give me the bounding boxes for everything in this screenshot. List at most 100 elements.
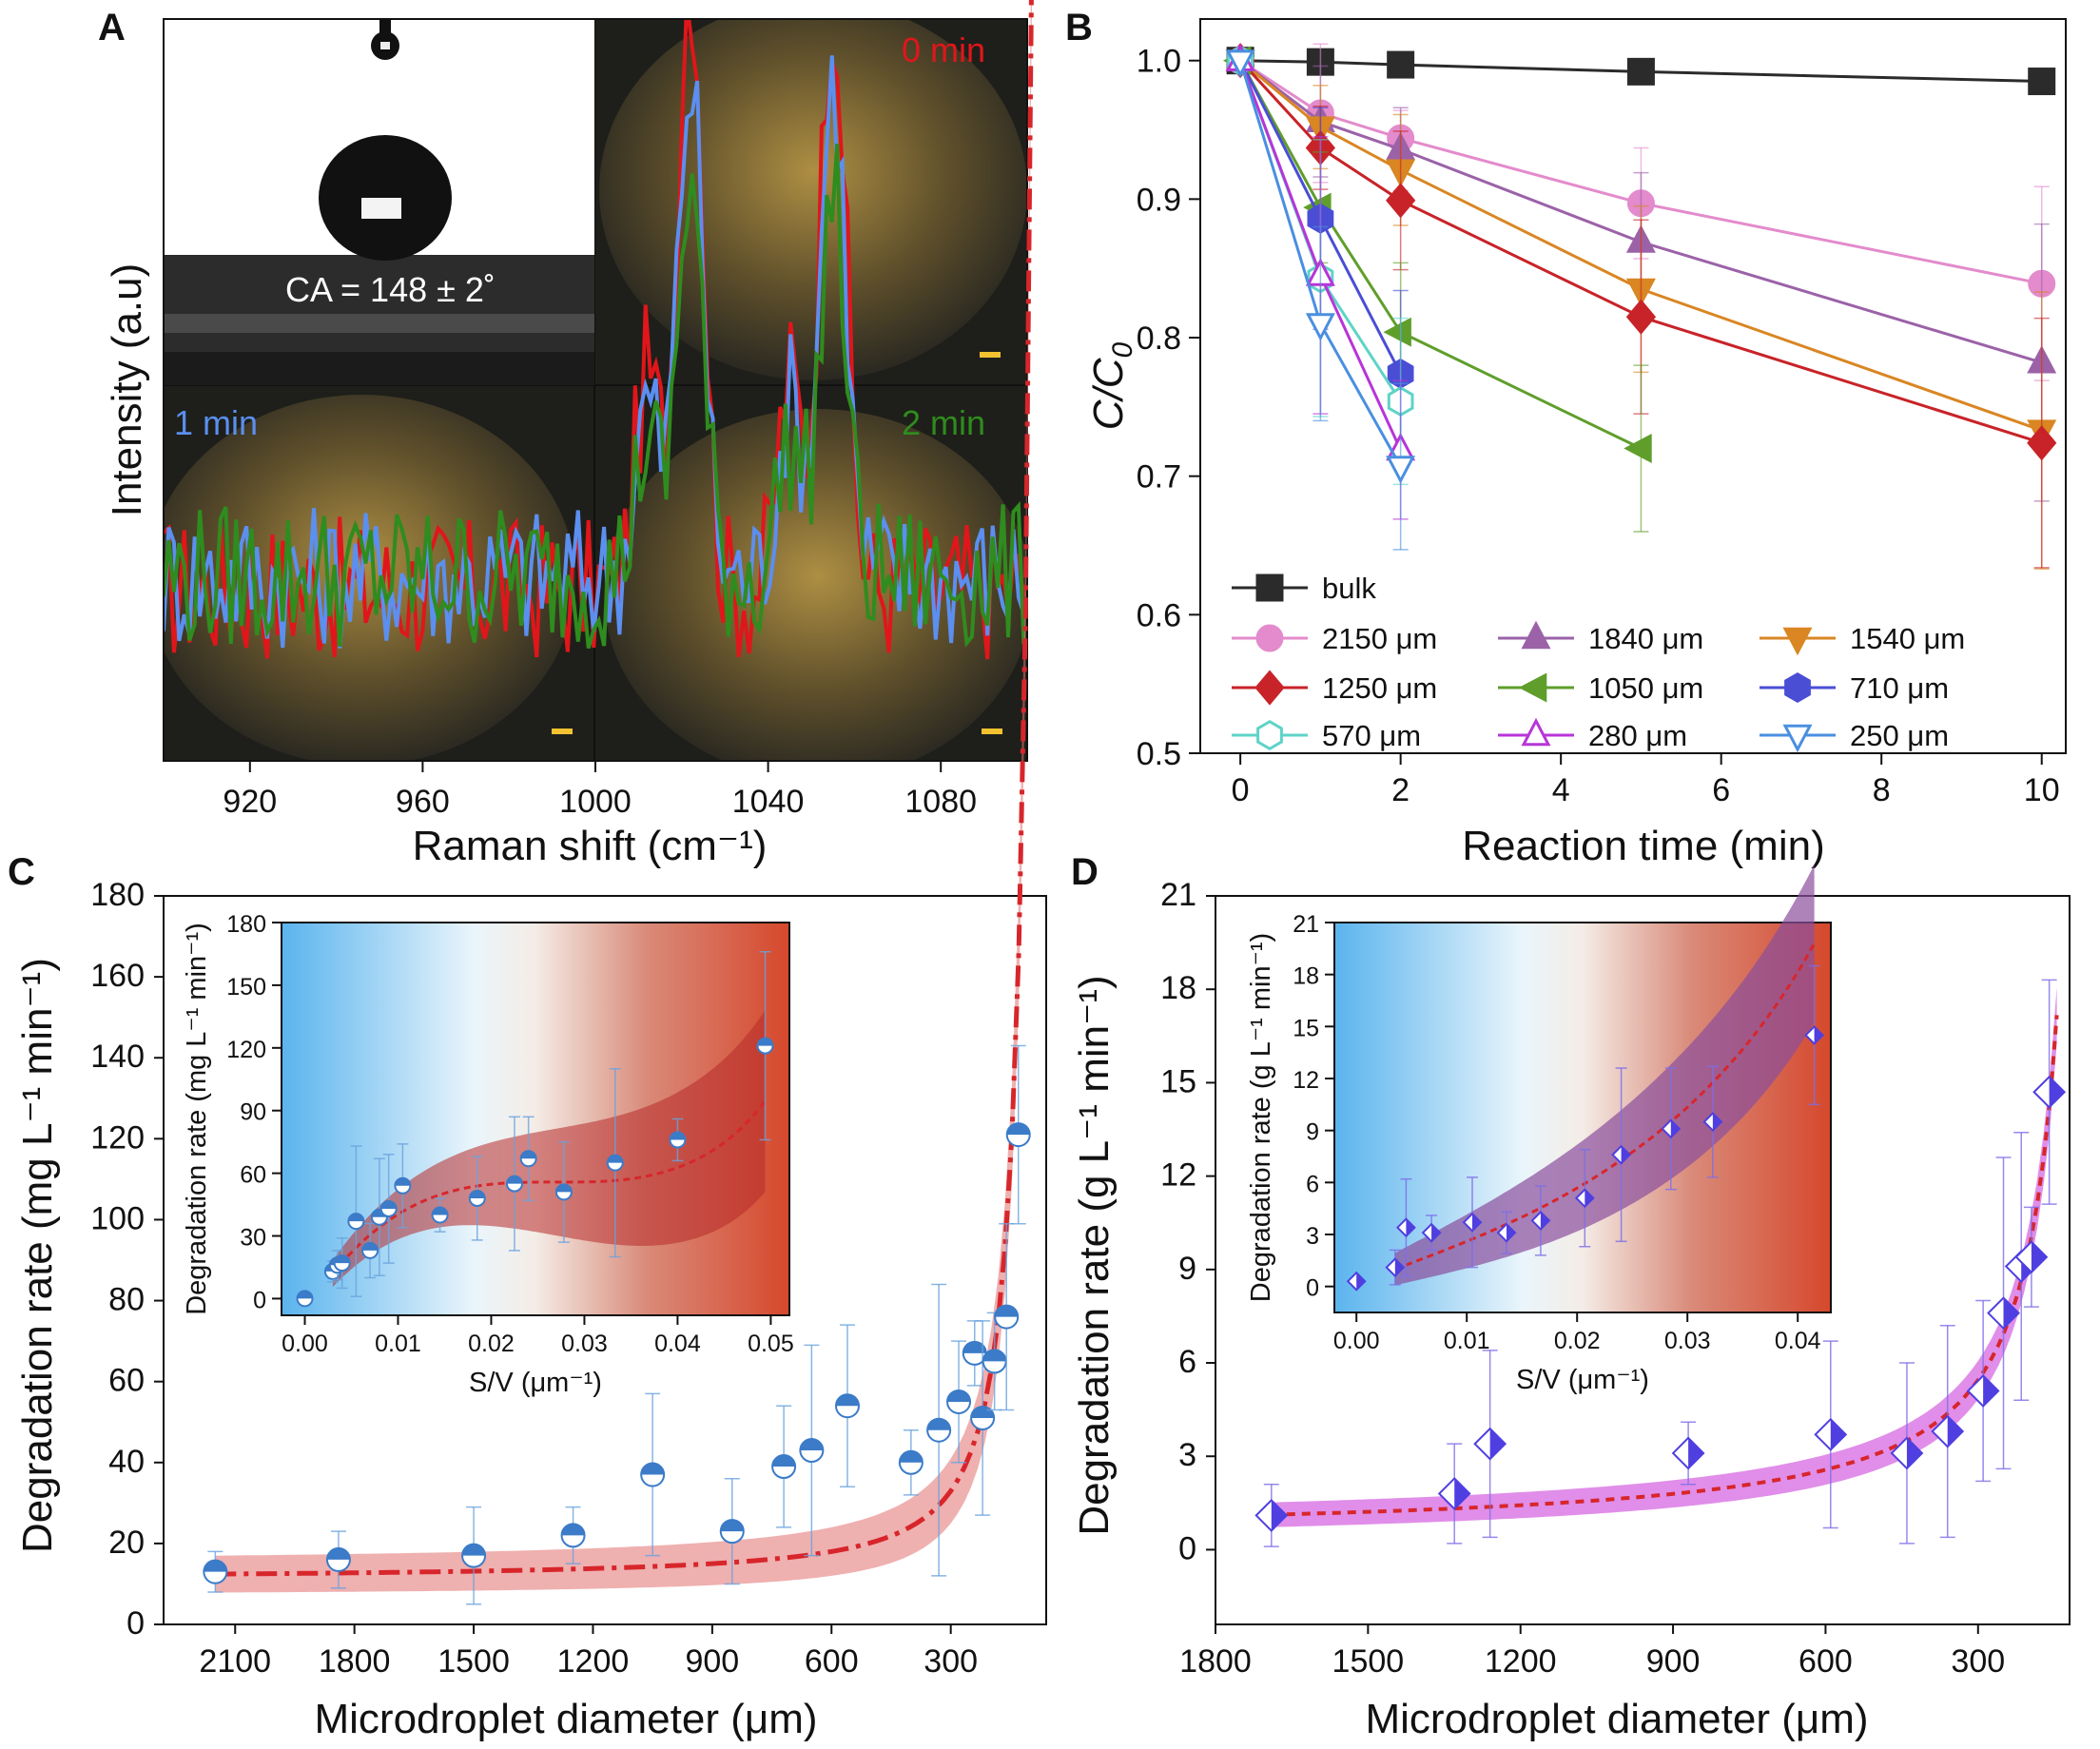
y-axis-title-d: Degradation rate (g L⁻¹ min⁻¹)	[1071, 975, 1118, 1535]
marker	[1305, 313, 1335, 341]
series-b	[1222, 43, 2057, 571]
y-tick-label: 0.7	[1137, 459, 1181, 496]
scale-bar	[980, 352, 1001, 358]
x-tick-label: 600	[1799, 1643, 1853, 1680]
marker	[2028, 68, 2056, 96]
marker-fill	[2031, 1241, 2047, 1273]
legend-label: 250 μm	[1850, 719, 1949, 752]
y-tick-label: 0	[1178, 1530, 1196, 1566]
y-tick-label: 160	[90, 958, 145, 994]
marker-fill	[362, 1242, 379, 1251]
y-tick-label: 60	[108, 1363, 145, 1399]
inset-fit-line	[1394, 943, 1816, 1271]
marker-fill	[506, 1176, 522, 1184]
axes-b: 0 2 4 6 8 10 0.5 0.6 0.7 0.8 0.9 1.0	[1137, 44, 2060, 808]
marker	[1782, 724, 1813, 753]
marker-fill	[1472, 1214, 1481, 1232]
y-tick-label: 3	[1306, 1223, 1319, 1250]
marker-fill	[899, 1450, 923, 1463]
marker-fill	[432, 1207, 448, 1215]
inset-d: 0.00 0.01 0.02 0.03 0.04 0 3 6 9 12 15 18 21 S/V (μm⁻…	[1246, 865, 1832, 1395]
inset-c: 0.00 0.01 0.02 0.03 0.04 0.05 0 30 60 90 120 150 180…	[182, 911, 794, 1398]
series-line	[1238, 59, 1643, 450]
y-tick-label: 1.0	[1137, 44, 1181, 80]
marker	[1225, 49, 1255, 78]
x-tick-label: 0.04	[654, 1331, 701, 1357]
x-axis-a: 920 960 1000 1040 1080	[223, 761, 977, 820]
marker-fill	[670, 1132, 686, 1140]
marker	[1254, 670, 1285, 706]
y-axis-title-c: Degradation rate (mg L⁻¹ min⁻¹)	[14, 958, 61, 1553]
marker	[2027, 425, 2057, 461]
marker	[1624, 434, 1652, 463]
y-axis-title-b: C/C0	[1085, 341, 1138, 430]
inset-y-title: Degradation rate (g L⁻¹ min⁻¹)	[1246, 933, 1276, 1302]
y-tick-label: 20	[108, 1525, 145, 1561]
x-tick-label: 0.01	[375, 1331, 421, 1357]
panel-c: C 2100 1800 1500 1200 900 600 3000204060801001…	[8, 0, 1047, 1742]
marker-fill	[1947, 1416, 1963, 1448]
y-tick-label: 100	[90, 1200, 145, 1236]
label-2-min: 2 min	[902, 403, 985, 442]
x-tick-label: 1200	[1485, 1643, 1557, 1680]
x-tick-label: 600	[805, 1643, 859, 1680]
marker	[1782, 627, 1813, 656]
marker-fill	[757, 1038, 773, 1046]
marker-fill	[995, 1305, 1019, 1317]
x-tick-label: 0.05	[748, 1331, 794, 1357]
marker	[1255, 573, 1284, 602]
y-tick-label: 0	[126, 1605, 145, 1642]
legend-label: 1540 μm	[1850, 622, 1965, 655]
x-tick-label: 0.01	[1444, 1328, 1490, 1354]
y-tick-label: 0.8	[1137, 321, 1181, 357]
y-tick-label: 18	[1160, 970, 1196, 1006]
panel-d: D 1800 1500 1200 900 600 300 0 3 6 9 12 15 18 21 0.00…	[1071, 851, 2071, 1742]
x-tick-label: 2	[1391, 772, 1410, 808]
spectrum-line-2-min	[164, 144, 1026, 650]
x-tick-label: 0.00	[1333, 1328, 1380, 1354]
marker	[1784, 671, 1811, 704]
marker-fill	[927, 1418, 951, 1430]
marker-fill	[334, 1255, 350, 1264]
panel-letter-c: C	[8, 851, 35, 893]
marker-fill	[1830, 1419, 1846, 1450]
marker-fill	[947, 1389, 971, 1402]
marker-fill	[1540, 1212, 1549, 1230]
marker	[1256, 719, 1283, 751]
raman-spectra	[164, 19, 1026, 660]
panel-letter-a: A	[98, 7, 126, 49]
marker	[1521, 717, 1551, 747]
y-tick-label: 90	[240, 1099, 266, 1126]
x-tick-label: 4	[1552, 772, 1570, 808]
marker-fill	[1006, 1123, 1030, 1136]
marker	[1386, 183, 1416, 219]
legend-label: 2150 μm	[1322, 622, 1437, 655]
x-tick-label: 0.03	[561, 1331, 608, 1357]
marker-fill	[982, 1350, 1006, 1362]
y-axis-title-a: Intensity (a.u)	[104, 263, 150, 517]
marker-fill	[800, 1439, 824, 1451]
marker-fill	[2003, 1297, 2019, 1329]
label-1-min: 1 min	[174, 403, 258, 442]
x-tick-label: 0.03	[1664, 1328, 1711, 1354]
y-tick-label: 9	[1306, 1119, 1319, 1146]
x-tick-label: 0	[1232, 772, 1250, 808]
y-tick-label: 30	[240, 1225, 266, 1252]
y-tick-label: 0.5	[1137, 736, 1181, 772]
marker	[1521, 620, 1551, 650]
x-tick-label: 1080	[904, 784, 977, 820]
x-tick-label: 1200	[557, 1643, 630, 1680]
x-axis-title-d: Microdroplet diameter (μm)	[1365, 1696, 1868, 1742]
marker-fill	[1271, 1500, 1287, 1531]
inset-band	[1394, 865, 1815, 1286]
marker	[1386, 456, 1416, 484]
x-tick-label: 1040	[732, 784, 805, 820]
marker-fill	[2049, 1077, 2065, 1108]
marker-fill	[1394, 1258, 1404, 1276]
y-tick-label: 21	[1160, 877, 1196, 913]
y-tick-label: 0.9	[1137, 182, 1181, 218]
marker-fill	[326, 1547, 350, 1560]
marker-fill	[1506, 1224, 1515, 1242]
legend-label: 280 μm	[1588, 719, 1687, 752]
